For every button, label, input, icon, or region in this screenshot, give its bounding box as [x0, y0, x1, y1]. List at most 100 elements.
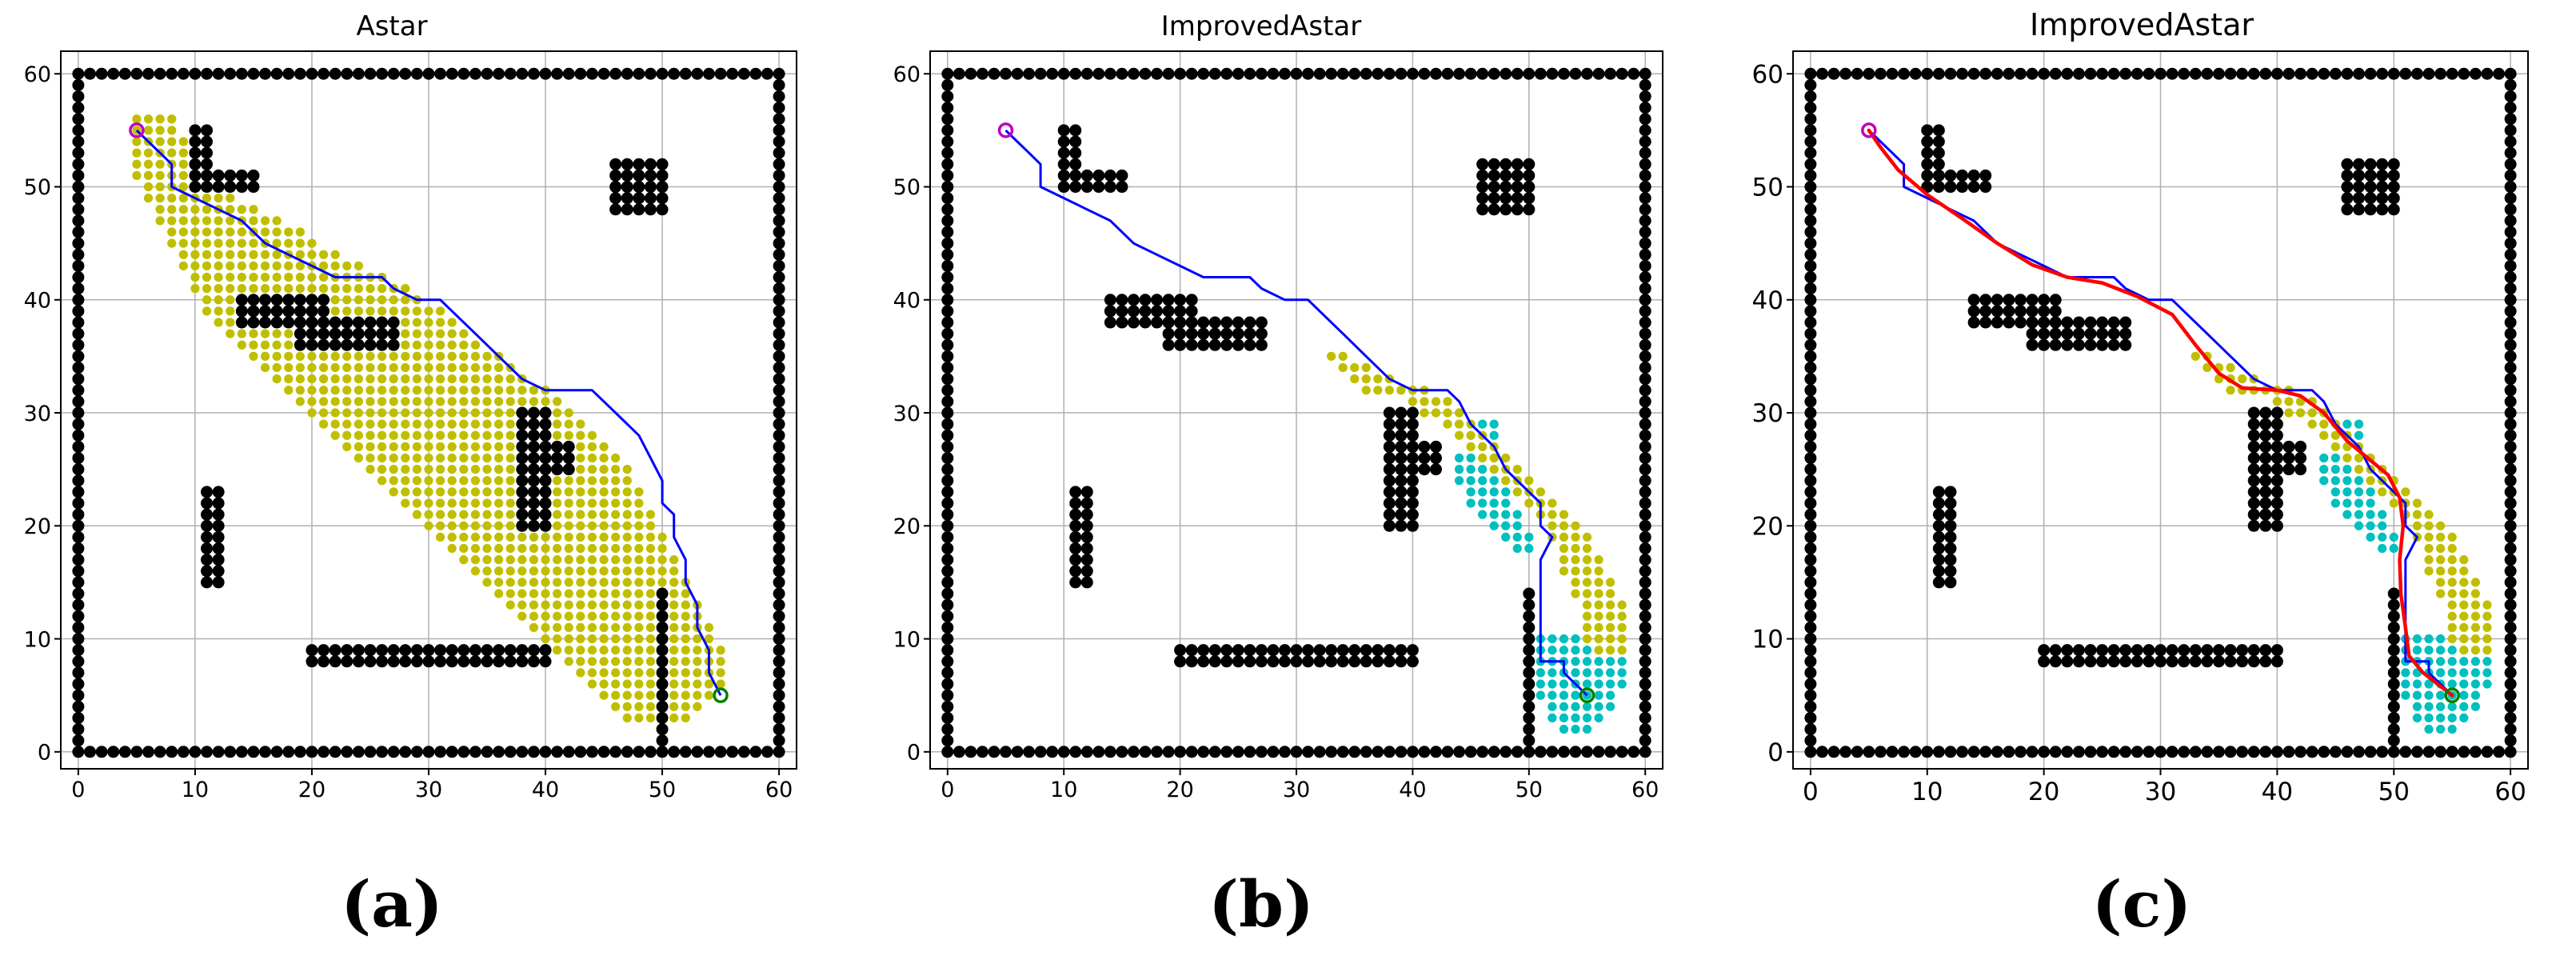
explored-point: [470, 386, 481, 395]
obstacle-point: [1804, 350, 1817, 362]
obstacle-point: [2038, 294, 2051, 306]
obstacle-point: [445, 746, 458, 758]
explored-point: [412, 476, 422, 486]
obstacle-point: [1557, 67, 1570, 80]
obstacle-point: [2259, 644, 2272, 657]
explored-cyan-point: [1466, 465, 1476, 474]
explored-point: [178, 238, 188, 248]
obstacle-point: [1932, 508, 1945, 521]
explored-point: [377, 295, 387, 305]
explored-point: [505, 374, 515, 384]
explored-point: [634, 521, 644, 530]
obstacle-point: [941, 373, 954, 386]
explored-point: [599, 646, 609, 655]
obstacle-point: [1151, 746, 1164, 758]
obstacle-point: [2247, 418, 2260, 430]
obstacle-point: [1395, 67, 1408, 80]
explored-point: [155, 194, 165, 203]
obstacle-point: [539, 440, 552, 453]
obstacle-point: [941, 362, 954, 374]
obstacle-point: [1639, 294, 1651, 306]
explored-point: [587, 555, 597, 565]
obstacle-point: [201, 146, 214, 159]
obstacle-point: [562, 67, 575, 80]
panel-caption: (b): [1208, 866, 1314, 942]
explored-cyan-point: [2412, 646, 2422, 655]
obstacle-point: [2399, 746, 2412, 758]
obstacle-point: [1151, 294, 1164, 306]
explored-point: [459, 374, 469, 384]
explored-point: [1489, 453, 1499, 463]
obstacle-point: [2294, 67, 2307, 80]
obstacle-point: [656, 666, 669, 679]
obstacle-point: [1804, 519, 1817, 532]
obstacle-point: [2410, 746, 2423, 758]
obstacle-point: [1406, 406, 1419, 419]
obstacle-point: [773, 587, 785, 600]
obstacle-point: [72, 519, 85, 532]
x-tick-label: 10: [1050, 778, 1077, 802]
obstacle-point: [941, 519, 954, 532]
obstacle-point: [1639, 406, 1651, 419]
obstacle-point: [270, 746, 283, 758]
obstacle-point: [1639, 666, 1651, 679]
obstacle-point: [306, 644, 318, 657]
explored-point: [681, 690, 690, 700]
explored-point: [634, 611, 644, 621]
obstacle-point: [1639, 711, 1651, 724]
obstacle-point: [2504, 214, 2517, 227]
obstacle-point: [2352, 181, 2365, 194]
goal-marker: [1579, 687, 1596, 703]
explored-point: [365, 374, 375, 384]
obstacle-point: [633, 203, 645, 216]
explored-point: [342, 261, 352, 271]
obstacle-point: [1639, 169, 1651, 182]
obstacle-point: [726, 67, 739, 80]
obstacle-point: [1500, 181, 1512, 194]
obstacle-point: [2107, 327, 2120, 340]
explored-point: [599, 566, 609, 576]
obstacle-point: [341, 316, 353, 329]
explored-point: [493, 362, 504, 373]
explored-point: [447, 351, 457, 362]
explored-cyan-point: [1594, 679, 1604, 689]
explored-point: [2447, 543, 2457, 554]
obstacle-point: [2294, 452, 2307, 465]
explored-point: [2424, 532, 2434, 542]
explored-point: [435, 386, 445, 395]
obstacle-point: [1069, 486, 1082, 498]
obstacle-point: [1395, 508, 1408, 521]
obstacle-point: [2049, 316, 2062, 329]
obstacle-point: [1080, 576, 1093, 589]
explored-point: [214, 306, 223, 316]
explored-cyan-point: [2354, 476, 2364, 486]
obstacle-point: [201, 497, 214, 510]
obstacle-point: [1046, 746, 1059, 758]
obstacle-point: [72, 203, 85, 216]
obstacle-point: [201, 135, 214, 148]
obstacle-point: [1244, 67, 1256, 80]
explored-point: [1420, 397, 1429, 406]
explored-point: [1420, 408, 1429, 418]
explored-point: [576, 476, 585, 486]
obstacle-point: [527, 497, 540, 510]
explored-point: [178, 250, 188, 259]
obstacle-point: [2247, 497, 2260, 510]
obstacle-point: [1232, 655, 1244, 668]
obstacle-point: [1804, 508, 1817, 521]
obstacle-point: [1804, 655, 1817, 668]
obstacle-point: [1804, 644, 1817, 657]
explored-point: [529, 555, 539, 565]
explored-point: [272, 250, 282, 259]
explored-point: [401, 351, 410, 362]
explored-point: [1605, 634, 1615, 644]
explored-cyan-point: [2342, 498, 2352, 508]
explored-point: [424, 476, 433, 486]
explored-cyan-point: [2459, 657, 2469, 666]
obstacle-point: [1208, 644, 1221, 657]
obstacle-point: [235, 181, 248, 194]
explored-point: [681, 589, 690, 598]
explored-point: [576, 589, 585, 598]
explored-cyan-point: [2354, 498, 2364, 508]
explored-point: [1605, 611, 1615, 621]
